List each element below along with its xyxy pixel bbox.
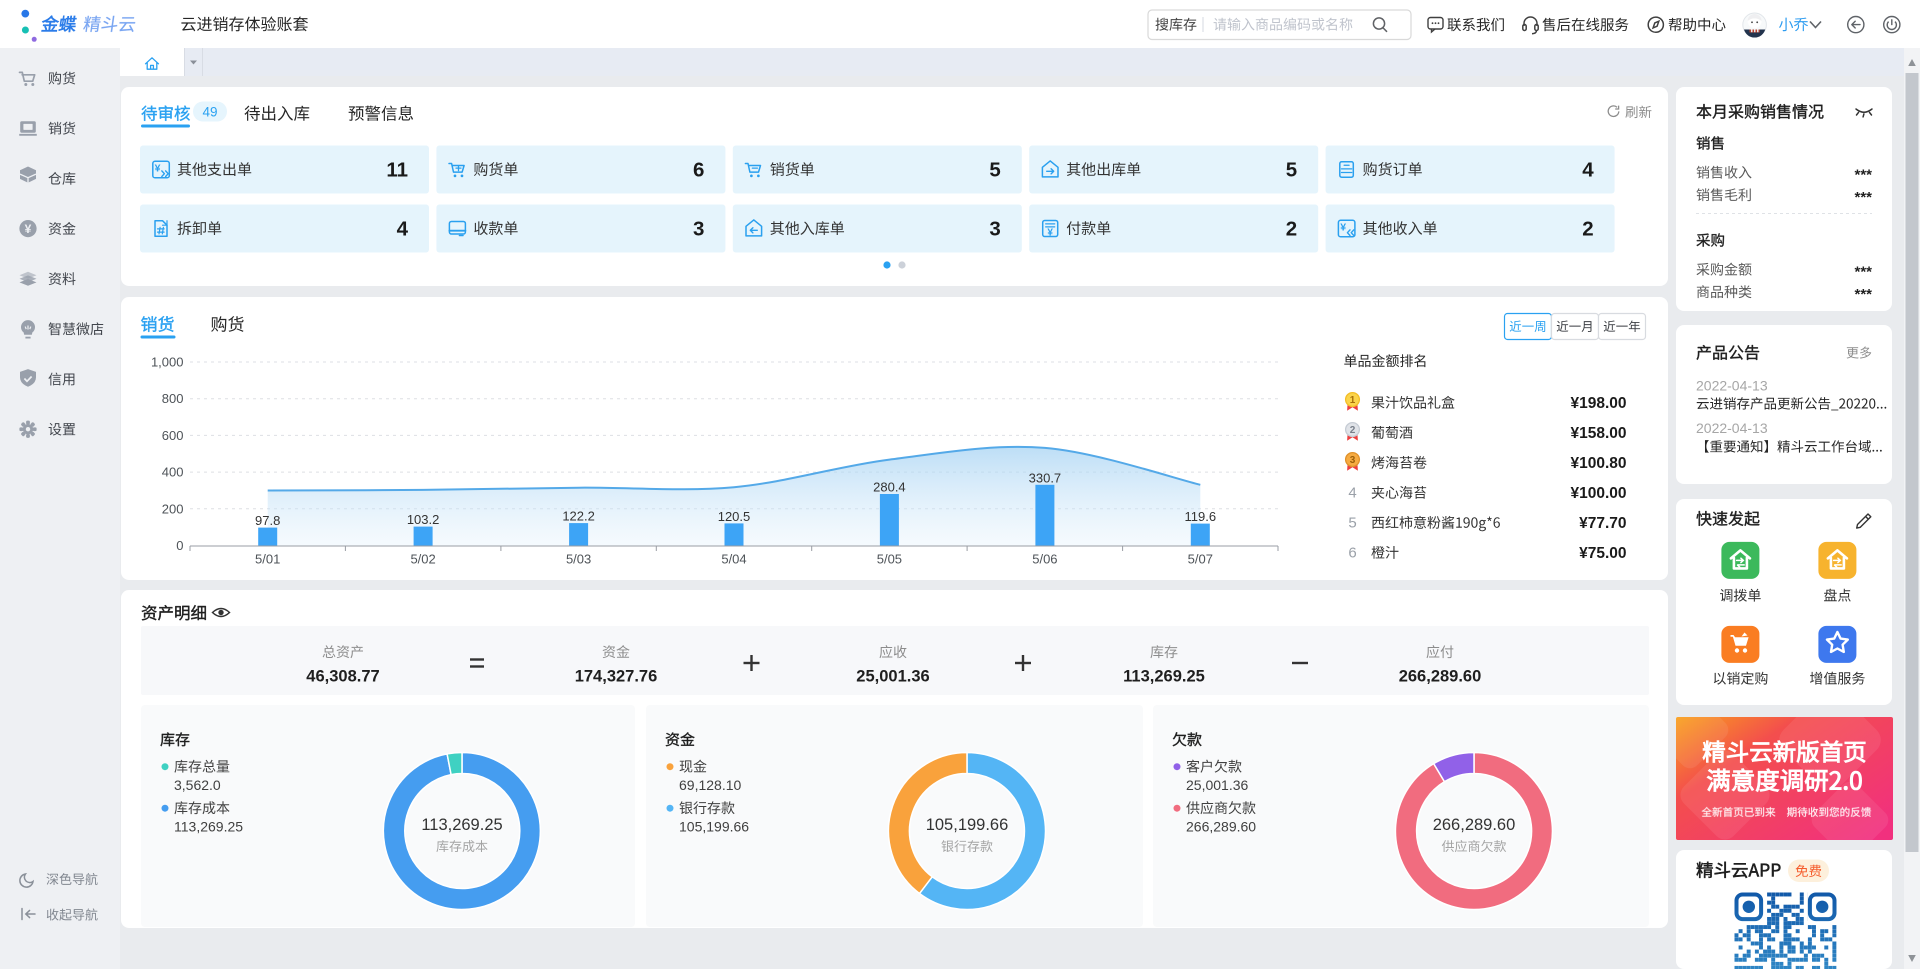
- svg-text:¥100.00: ¥100.00: [1570, 485, 1626, 502]
- svg-text:103.2: 103.2: [407, 512, 440, 527]
- svg-text:113,269.25: 113,269.25: [421, 816, 502, 834]
- svg-text:5/01: 5/01: [255, 552, 280, 567]
- svg-text:5/04: 5/04: [721, 552, 746, 567]
- svg-text:400: 400: [162, 465, 184, 480]
- svg-text:280.4: 280.4: [873, 480, 906, 495]
- svg-text:¥75.00: ¥75.00: [1579, 545, 1626, 562]
- svg-text:5: 5: [989, 159, 1000, 182]
- svg-text:¥: ¥: [25, 222, 32, 236]
- svg-text:¥100.80: ¥100.80: [1570, 455, 1626, 472]
- svg-text:2: 2: [1286, 218, 1297, 241]
- svg-text:1: 1: [1350, 395, 1356, 406]
- svg-text:2022-04-13: 2022-04-13: [1696, 378, 1768, 394]
- svg-text:5/02: 5/02: [410, 552, 435, 567]
- svg-text:4: 4: [1582, 159, 1594, 182]
- svg-text:122.2: 122.2: [562, 509, 595, 524]
- svg-text:266,289.60: 266,289.60: [1399, 668, 1482, 686]
- svg-text:***: ***: [1854, 189, 1872, 206]
- svg-text:¥198.00: ¥198.00: [1570, 395, 1626, 412]
- svg-text:4: 4: [397, 218, 409, 241]
- svg-text:119.6: 119.6: [1185, 509, 1217, 524]
- svg-text:3,562.0: 3,562.0: [174, 777, 221, 793]
- svg-text:3: 3: [1350, 455, 1356, 466]
- svg-text:11: 11: [386, 159, 408, 182]
- svg-text:5/07: 5/07: [1188, 552, 1213, 567]
- svg-text:¥: ¥: [155, 162, 161, 174]
- svg-text:3: 3: [693, 218, 704, 241]
- svg-text:***: ***: [1854, 264, 1872, 281]
- svg-text:¥158.00: ¥158.00: [1570, 425, 1626, 442]
- svg-text:3: 3: [989, 218, 1000, 241]
- svg-text:25,001.36: 25,001.36: [856, 668, 929, 686]
- svg-text:266,289.60: 266,289.60: [1186, 819, 1256, 835]
- svg-text:5/05: 5/05: [877, 552, 902, 567]
- svg-text:113,269.25: 113,269.25: [1123, 668, 1205, 686]
- svg-text:6: 6: [693, 159, 704, 182]
- svg-text:69,128.10: 69,128.10: [679, 777, 741, 793]
- svg-text:5: 5: [1348, 515, 1356, 532]
- svg-text:4: 4: [1348, 485, 1356, 502]
- svg-text:46,308.77: 46,308.77: [306, 668, 379, 686]
- svg-text:800: 800: [162, 391, 184, 406]
- svg-text:¥77.70: ¥77.70: [1579, 515, 1626, 532]
- svg-text:49: 49: [202, 105, 217, 120]
- svg-text:97.8: 97.8: [255, 513, 280, 528]
- svg-text:2: 2: [1350, 425, 1356, 436]
- svg-text:174,327.76: 174,327.76: [575, 668, 658, 686]
- svg-text:0: 0: [176, 538, 183, 553]
- svg-text:5: 5: [1286, 159, 1297, 182]
- svg-text:200: 200: [162, 501, 184, 516]
- svg-text:120.5: 120.5: [718, 509, 751, 524]
- svg-text:1,000: 1,000: [151, 355, 184, 370]
- svg-text:***: ***: [1854, 167, 1872, 184]
- svg-text:330.7: 330.7: [1029, 470, 1062, 485]
- svg-text:105,199.66: 105,199.66: [926, 816, 1009, 834]
- svg-text:266,289.60: 266,289.60: [1433, 816, 1516, 834]
- svg-text:¥: ¥: [1047, 227, 1053, 238]
- svg-text:105,199.66: 105,199.66: [679, 819, 749, 835]
- svg-text:600: 600: [162, 428, 184, 443]
- svg-text:¥: ¥: [1340, 221, 1346, 233]
- svg-text:2: 2: [1582, 218, 1593, 241]
- svg-text:2022-04-13: 2022-04-13: [1696, 420, 1768, 436]
- svg-text:5/03: 5/03: [566, 552, 591, 567]
- svg-text:5/06: 5/06: [1032, 552, 1057, 567]
- svg-text:6: 6: [1348, 545, 1356, 562]
- svg-text:113,269.25: 113,269.25: [174, 819, 243, 835]
- svg-text:25,001.36: 25,001.36: [1186, 777, 1248, 793]
- svg-text:***: ***: [1854, 286, 1872, 303]
